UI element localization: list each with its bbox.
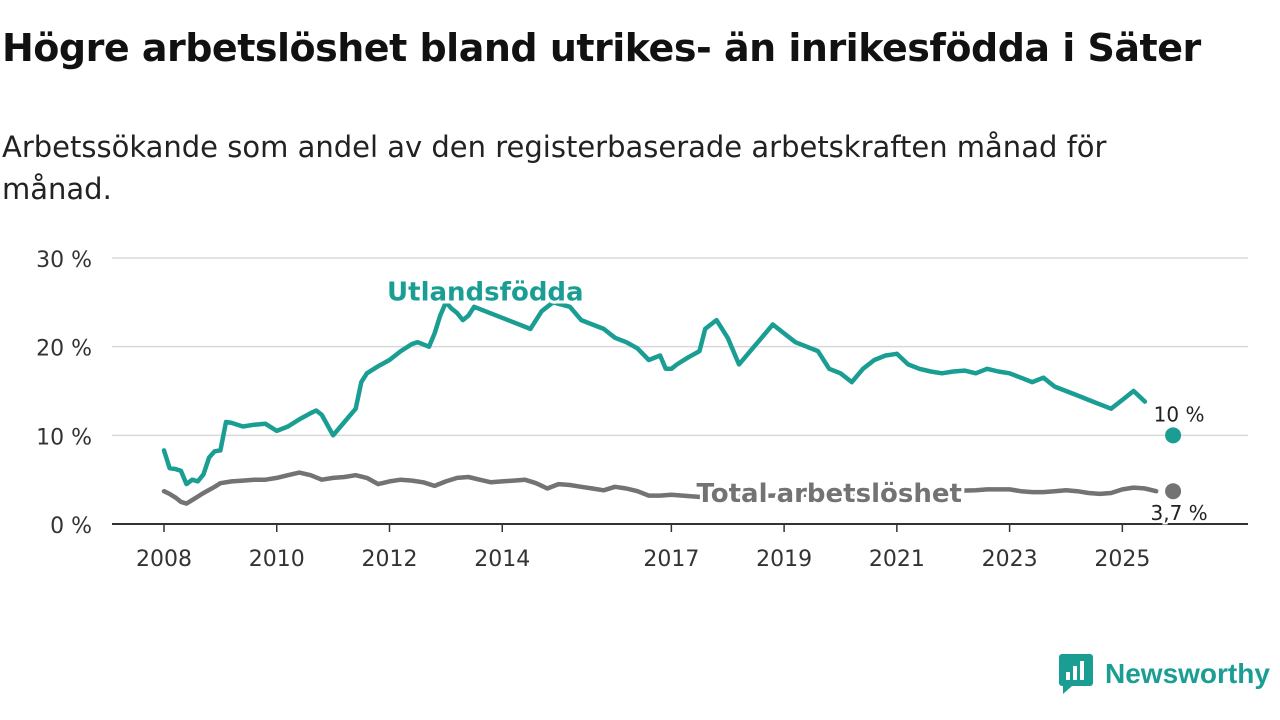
series-label: Total arbetslöshet [696, 479, 961, 509]
series-end-point [1165, 483, 1182, 500]
series-line-utlandsfodda [161, 300, 1148, 487]
x-tick-label: 2014 [474, 547, 530, 572]
end-value-label: 3,7 % [1151, 501, 1208, 525]
chart-title: Högre arbetslöshet bland utrikes- än inr… [2, 26, 1201, 70]
x-tick-label: 2021 [869, 547, 925, 572]
x-tick-label: 2025 [1094, 547, 1150, 572]
series-end-point [1165, 427, 1182, 444]
axis-layer: 0 % 10 % 20 % 30 % 2008 2010 2012 2014 2017 2019 2… [36, 248, 1248, 572]
chart-subtitle: Arbetssökande som andel av den registerb… [2, 130, 1107, 206]
x-tick-label: 2010 [249, 547, 305, 572]
x-tick-label: 2023 [982, 547, 1038, 572]
end-value-label: 10 % [1154, 402, 1205, 426]
series-line-total [161, 470, 1159, 506]
grid-layer [112, 257, 1248, 437]
y-tick-label: 10 % [36, 425, 92, 450]
label-layer: 10 % 3,7 % Utlandsfödda Total arbetslöshet [384, 275, 1210, 528]
y-tick-label: 20 % [36, 337, 92, 362]
series-layer [161, 300, 1182, 506]
y-tick-label: 0 % [50, 514, 92, 539]
newsworthy-logo-icon [1059, 654, 1093, 694]
line-chart: 0 % 10 % 20 % 30 % 2008 2010 2012 2014 2017 2019 2… [36, 248, 1248, 572]
y-tick-label: 30 % [36, 248, 92, 273]
x-tick-label: 2019 [756, 547, 812, 572]
series-label: Utlandsfödda [387, 278, 584, 308]
x-tick-label: 2012 [361, 547, 417, 572]
x-tick-label: 2008 [136, 547, 192, 572]
newsworthy-logo: Newsworthy [1059, 654, 1270, 694]
brand-name: Newsworthy [1105, 658, 1270, 689]
x-tick-label: 2017 [643, 547, 699, 572]
